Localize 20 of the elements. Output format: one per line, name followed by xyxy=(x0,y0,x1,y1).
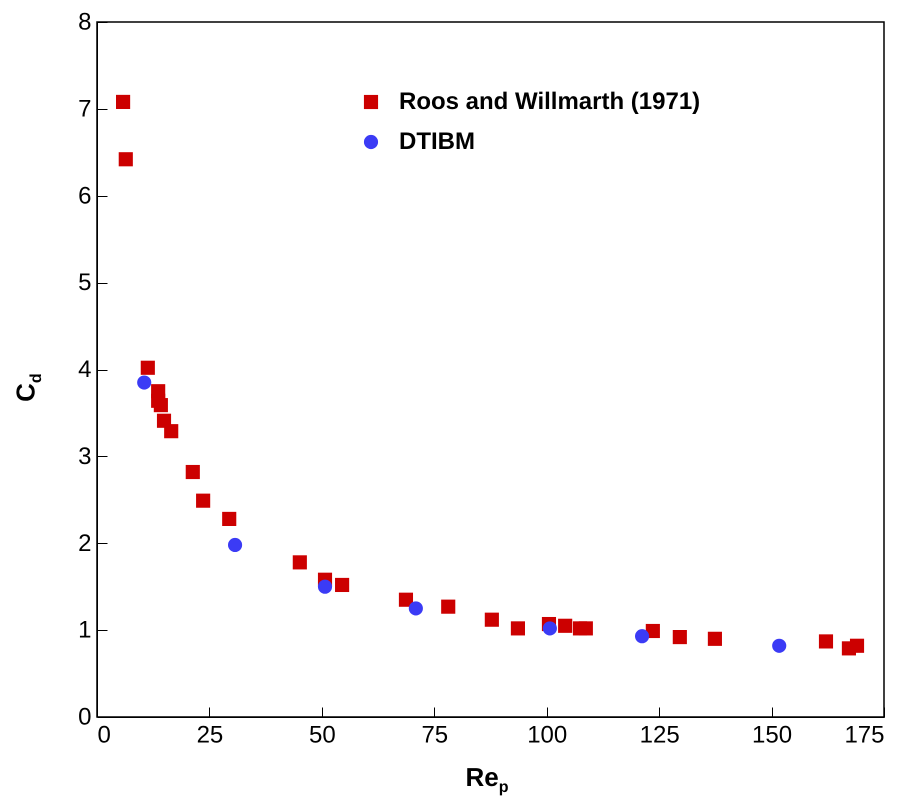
x-tick-label: 175 xyxy=(844,722,884,748)
x-tick-label: 25 xyxy=(196,722,224,748)
y-tick-label: 2 xyxy=(78,530,92,557)
y-tick-label: 1 xyxy=(78,616,92,644)
x-tick-label: 125 xyxy=(640,722,680,748)
x-tick-label: 150 xyxy=(752,722,792,748)
y-tick-label: 4 xyxy=(78,356,92,383)
y-tick-label: 0 xyxy=(78,704,92,730)
y-tick-label: 5 xyxy=(78,269,92,296)
y-tick-label: 8 xyxy=(78,8,92,36)
legend-label: DTIBM xyxy=(399,128,475,155)
legend-label: Roos and Willmarth (1971) xyxy=(399,88,700,115)
y-tick-label: 3 xyxy=(78,442,92,470)
x-tick-label: 50 xyxy=(309,722,336,748)
y-tick-label: 6 xyxy=(78,182,92,210)
y-tick-label: 7 xyxy=(78,95,92,122)
x-tick-label: 75 xyxy=(421,722,448,748)
x-axis-title: Re$_{p}$ xyxy=(466,762,509,798)
x-tick-label: 100 xyxy=(527,722,568,748)
x-tick-label: 0 xyxy=(98,722,111,748)
